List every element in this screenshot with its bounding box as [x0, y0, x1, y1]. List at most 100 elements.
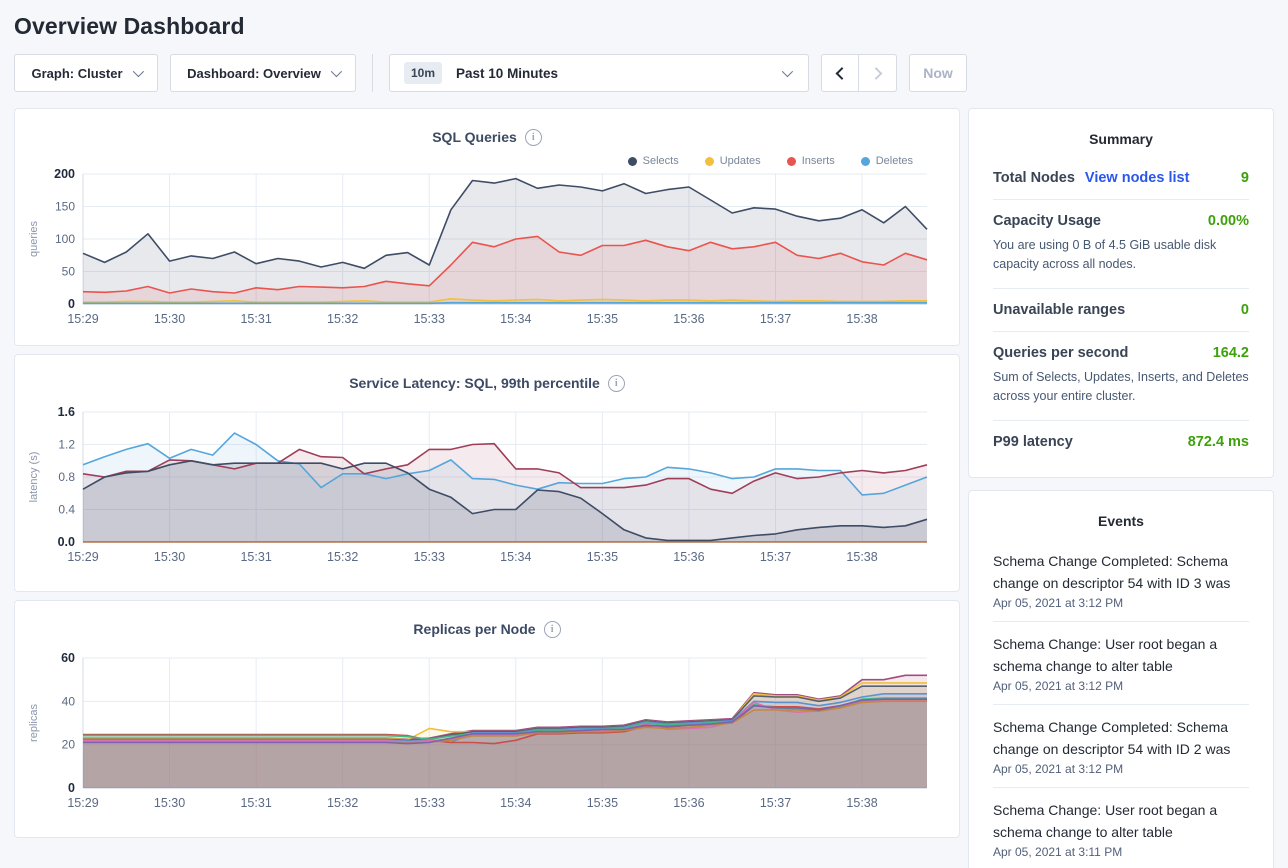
- summary-value: 164.2: [1212, 344, 1249, 361]
- info-icon[interactable]: i: [524, 128, 542, 146]
- event-item: Schema Change Completed: Schema change o…: [993, 539, 1249, 621]
- summary-description: Sum of Selects, Updates, Inserts, and De…: [993, 369, 1249, 404]
- event-message[interactable]: Schema Change Completed: Schema change o…: [993, 552, 1231, 591]
- chart-card-sql-queries: SQL Queries i Selects Updates Inserts Delet…: [14, 108, 960, 346]
- time-range-badge: 10m: [404, 62, 443, 84]
- summary-value: 0: [1240, 301, 1249, 318]
- svg-text:15:32: 15:32: [327, 796, 358, 810]
- chevron-down-icon: [781, 65, 794, 78]
- chart-title: Replicas per Node: [413, 621, 536, 637]
- svg-text:150: 150: [55, 200, 75, 214]
- svg-text:15:37: 15:37: [760, 796, 791, 810]
- summary-row: Unavailable ranges 0: [993, 287, 1249, 331]
- svg-text:15:31: 15:31: [240, 796, 271, 810]
- svg-text:200: 200: [54, 167, 75, 181]
- legend-dot: [704, 156, 714, 166]
- legend-item-updates[interactable]: Updates: [704, 155, 761, 167]
- events-panel: Events Schema Change Completed: Schema c…: [968, 489, 1274, 868]
- view-nodes-list-link[interactable]: View nodes list: [1084, 170, 1190, 186]
- svg-text:15:38: 15:38: [846, 796, 877, 810]
- svg-text:15:36: 15:36: [673, 312, 704, 326]
- main-content: SQL Queries i Selects Updates Inserts Delet…: [0, 108, 1288, 868]
- svg-text:60: 60: [61, 651, 75, 665]
- svg-text:15:34: 15:34: [500, 312, 531, 326]
- summary-row: Queries per second 164.2 Sum of Selects, U…: [993, 330, 1249, 420]
- svg-text:15:32: 15:32: [327, 312, 358, 326]
- service-latency-plot: 0.0 0.4 0.8 1.2 1.6 15:29 15:30 15:31 15:32 15:33…: [28, 405, 928, 564]
- event-timestamp: Apr 05, 2021 at 3:11 PM: [993, 844, 1123, 859]
- toolbar: Graph: Cluster Dashboard: Overview 10m P…: [0, 52, 1288, 108]
- graph-dropdown-label: Graph: Cluster: [31, 65, 123, 81]
- event-timestamp: Apr 05, 2021 at 3:12 PM: [993, 678, 1124, 693]
- summary-description: You are using 0 B of 4.5 GiB usable disk…: [993, 238, 1217, 272]
- svg-text:0.0: 0.0: [58, 535, 75, 549]
- time-range-dropdown[interactable]: 10m Past 10 Minutes: [389, 54, 809, 92]
- svg-text:1.6: 1.6: [58, 405, 75, 419]
- svg-text:15:35: 15:35: [587, 796, 618, 810]
- summary-label: P99 latency: [993, 433, 1073, 450]
- summary-label: Total Nodes: [993, 170, 1075, 186]
- sql-queries-plot: 0 50 100 150 200 15:29 15:30 15:31 15:32 15:33 15:…: [28, 167, 928, 326]
- svg-text:15:33: 15:33: [414, 312, 445, 326]
- chart-title: SQL Queries: [432, 129, 517, 145]
- legend-item-selects[interactable]: Selects: [627, 155, 679, 167]
- event-timestamp: Apr 05, 2021 at 3:12 PM: [993, 595, 1124, 610]
- now-button[interactable]: Now: [909, 54, 967, 92]
- svg-text:15:29: 15:29: [67, 796, 98, 810]
- graph-dropdown[interactable]: Graph: Cluster: [14, 54, 158, 92]
- legend-label: Selects: [642, 155, 679, 167]
- chevron-right-icon: [869, 66, 883, 80]
- svg-text:0: 0: [68, 781, 75, 795]
- svg-text:15:34: 15:34: [500, 550, 531, 564]
- chevron-left-icon: [835, 66, 848, 80]
- events-title: Events: [1098, 512, 1144, 529]
- dashboard-dropdown[interactable]: Dashboard: Overview: [170, 54, 356, 92]
- dashboard-dropdown-label: Dashboard: Overview: [187, 65, 321, 81]
- svg-text:15:35: 15:35: [587, 550, 618, 564]
- time-step-buttons: [821, 54, 897, 92]
- chart-card-service-latency: Service Latency: SQL, 99th percentile i …: [14, 354, 960, 592]
- chart-legend: Selects Updates Inserts Deletes: [627, 155, 913, 167]
- info-icon[interactable]: i: [607, 374, 625, 392]
- event-message[interactable]: Schema Change Completed: Schema change o…: [993, 718, 1231, 757]
- event-message[interactable]: Schema Change: User root began a schema …: [993, 635, 1218, 674]
- svg-text:0.8: 0.8: [58, 470, 75, 484]
- legend-item-deletes[interactable]: Deletes: [860, 155, 913, 167]
- legend-label: Inserts: [801, 155, 835, 167]
- svg-text:15:31: 15:31: [240, 312, 271, 326]
- svg-text:15:37: 15:37: [760, 312, 791, 326]
- previous-interval-button[interactable]: [821, 54, 859, 92]
- event-item: Schema Change Completed: Schema change o…: [993, 703, 1249, 787]
- event-message[interactable]: Schema Change: User root began a schema …: [993, 801, 1218, 840]
- svg-text:15:30: 15:30: [154, 796, 185, 810]
- event-item: Schema Change: User root began a schema …: [993, 786, 1249, 868]
- time-range-label: Past 10 Minutes: [456, 65, 559, 81]
- svg-text:15:35: 15:35: [587, 312, 618, 326]
- svg-text:latency (s): latency (s): [28, 452, 40, 503]
- info-icon[interactable]: i: [543, 620, 561, 638]
- next-interval-button[interactable]: [859, 54, 897, 92]
- summary-title: Summary: [1089, 131, 1153, 147]
- event-item: Schema Change: User root began a schema …: [993, 620, 1249, 704]
- legend-label: Updates: [719, 155, 761, 167]
- svg-text:1.2: 1.2: [58, 438, 75, 452]
- svg-text:15:33: 15:33: [414, 796, 445, 810]
- svg-text:40: 40: [62, 694, 76, 708]
- svg-text:15:36: 15:36: [673, 550, 704, 564]
- legend-dot: [627, 156, 637, 166]
- svg-text:15:34: 15:34: [500, 796, 531, 810]
- svg-text:15:31: 15:31: [240, 550, 271, 564]
- page-title: Overview Dashboard: [14, 13, 245, 39]
- summary-label: Queries per second: [993, 344, 1129, 361]
- legend-label: Deletes: [875, 155, 913, 167]
- svg-text:15:30: 15:30: [154, 312, 185, 326]
- chart-title: Service Latency: SQL, 99th percentile: [349, 375, 600, 391]
- legend-dot: [786, 156, 796, 166]
- svg-text:15:30: 15:30: [154, 550, 185, 564]
- summary-row: Total Nodes View nodes list 9: [993, 157, 1249, 199]
- sidebar-column: Summary Total Nodes View nodes list 9 Capac…: [968, 108, 1274, 868]
- charts-column: SQL Queries i Selects Updates Inserts Delet…: [14, 108, 960, 838]
- svg-text:15:29: 15:29: [67, 312, 98, 326]
- svg-text:15:29: 15:29: [67, 550, 98, 564]
- legend-item-inserts[interactable]: Inserts: [786, 155, 835, 167]
